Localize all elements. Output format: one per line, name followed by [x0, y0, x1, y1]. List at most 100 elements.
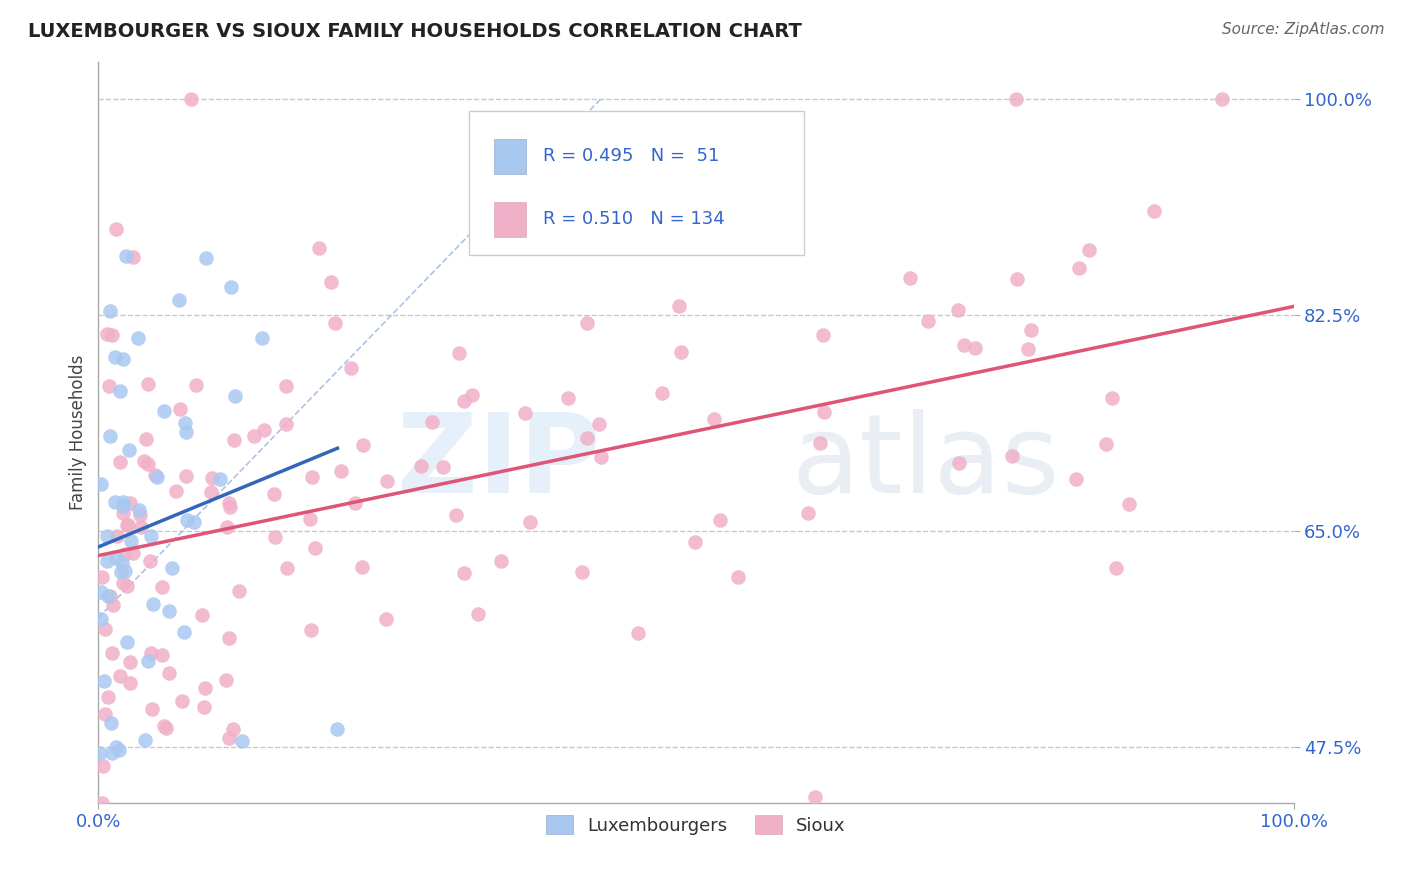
Point [209, 473, 232, 487]
Point [104, 494, 127, 508]
Point [183, 515, 205, 529]
Point [139, 554, 162, 568]
Point [173, 416, 195, 430]
Point [576, 431, 599, 445]
Point [117, 517, 139, 532]
Point [627, 625, 650, 640]
Point [467, 607, 489, 622]
Point [301, 470, 323, 484]
Point [191, 607, 214, 622]
Point [808, 436, 831, 450]
Point [98, 303, 121, 318]
Point [193, 700, 215, 714]
Point [219, 279, 242, 293]
Point [215, 673, 238, 688]
Point [194, 681, 217, 696]
Point [264, 530, 287, 544]
Point [98, 379, 121, 393]
Point [93, 758, 115, 772]
Point [1066, 472, 1088, 486]
Point [218, 731, 240, 745]
Point [111, 506, 134, 520]
Point [101, 647, 124, 661]
Point [263, 487, 285, 501]
Point [120, 655, 142, 669]
Point [1105, 560, 1128, 574]
Point [105, 529, 128, 543]
Point [589, 450, 612, 465]
Point [152, 404, 174, 418]
Point [200, 484, 222, 499]
Point [108, 668, 131, 682]
Point [122, 546, 145, 560]
Point [228, 584, 250, 599]
Point [94, 622, 117, 636]
Text: LUXEMBOURGER VS SIOUX FAMILY HOUSEHOLDS CORRELATION CHART: LUXEMBOURGER VS SIOUX FAMILY HOUSEHOLDS … [28, 22, 801, 41]
Text: R = 0.510   N = 134: R = 0.510 N = 134 [543, 211, 724, 228]
Point [111, 575, 134, 590]
Point [217, 520, 239, 534]
Point [420, 415, 443, 429]
Point [111, 351, 134, 366]
Point [340, 360, 363, 375]
Point [146, 469, 169, 483]
Point [411, 459, 433, 474]
Point [1118, 497, 1140, 511]
Point [104, 551, 127, 566]
Point [186, 377, 208, 392]
Point [702, 411, 724, 425]
Point [219, 500, 242, 514]
Point [114, 547, 136, 561]
Point [98, 589, 121, 603]
Point [668, 300, 690, 314]
Point [134, 733, 156, 747]
Point [135, 432, 157, 446]
Point [104, 350, 127, 364]
Point [1005, 272, 1028, 286]
Point [136, 653, 159, 667]
Point [115, 635, 138, 649]
Point [194, 251, 217, 265]
Point [159, 604, 181, 618]
Point [218, 631, 240, 645]
Point [1211, 92, 1233, 106]
Point [449, 345, 471, 359]
Text: Source: ZipAtlas.com: Source: ZipAtlas.com [1222, 22, 1385, 37]
Point [115, 249, 138, 263]
Point [243, 429, 266, 443]
Point [709, 513, 731, 527]
Point [375, 475, 398, 489]
Point [1101, 391, 1123, 405]
Point [575, 316, 598, 330]
Point [108, 455, 131, 469]
Point [352, 438, 374, 452]
Point [120, 534, 142, 549]
Point [946, 302, 969, 317]
Point [143, 467, 166, 482]
Point [155, 721, 177, 735]
Point [142, 597, 165, 611]
Point [132, 454, 155, 468]
Point [105, 740, 128, 755]
Point [128, 503, 150, 517]
Point [105, 221, 128, 235]
Point [118, 496, 141, 510]
Point [97, 589, 120, 603]
Point [101, 747, 124, 761]
Point [98, 429, 121, 443]
Point [112, 495, 135, 509]
Point [127, 331, 149, 345]
Point [91, 570, 114, 584]
Text: ZIP: ZIP [396, 409, 600, 516]
Point [557, 391, 579, 405]
Point [965, 341, 987, 355]
Point [153, 719, 176, 733]
Point [797, 506, 820, 520]
Point [201, 471, 224, 485]
Point [174, 425, 197, 440]
Point [176, 513, 198, 527]
FancyBboxPatch shape [494, 139, 526, 174]
Point [118, 443, 141, 458]
Point [1069, 261, 1091, 276]
FancyBboxPatch shape [494, 202, 526, 237]
